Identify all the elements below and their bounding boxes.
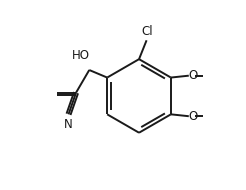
Text: O: O — [188, 110, 197, 123]
Text: N: N — [64, 118, 73, 131]
Text: HO: HO — [72, 48, 90, 62]
Text: Cl: Cl — [142, 25, 153, 38]
Text: O: O — [188, 69, 197, 82]
